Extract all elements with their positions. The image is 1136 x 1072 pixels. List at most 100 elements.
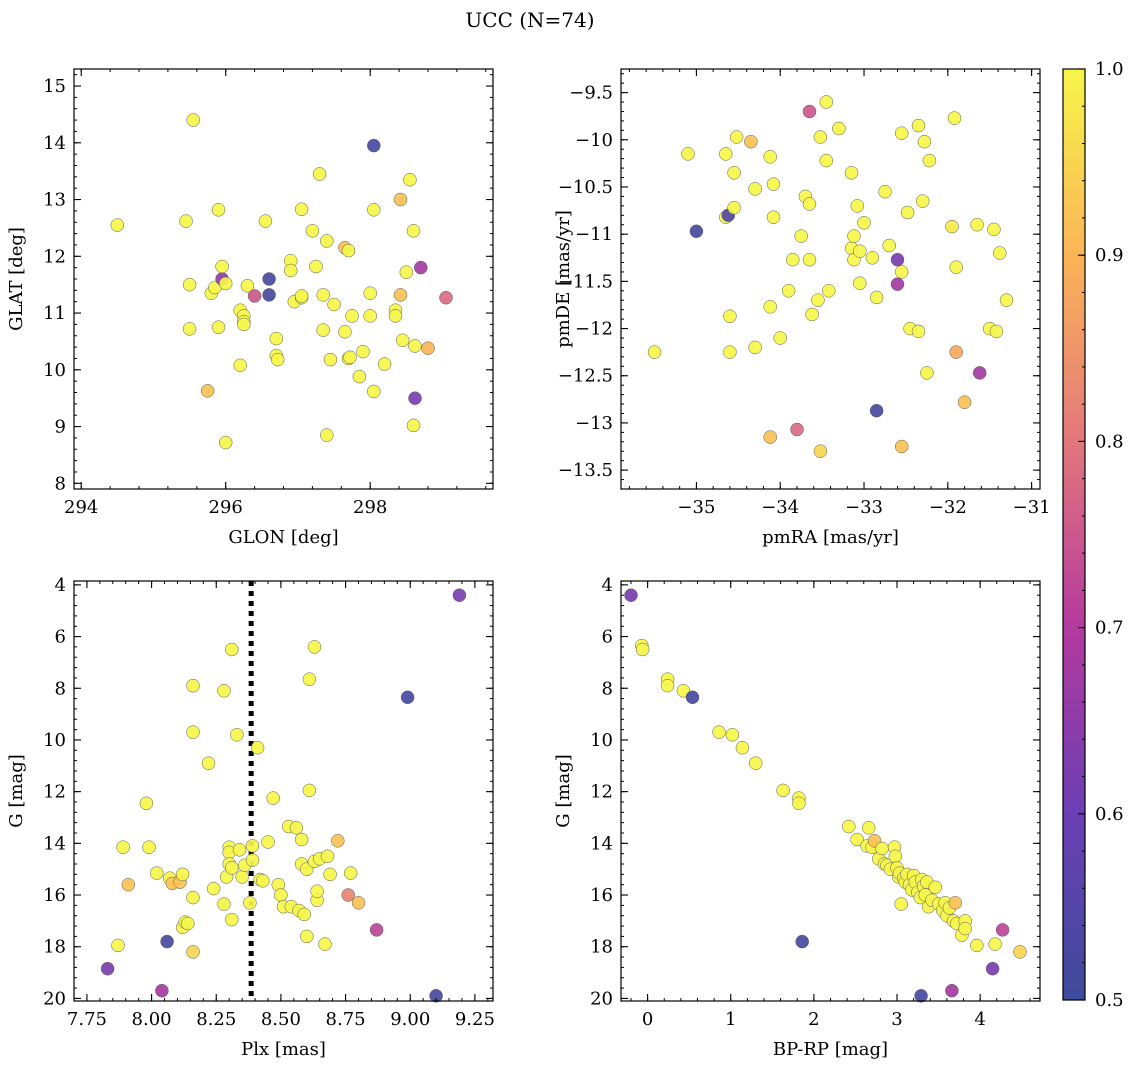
data-point (395, 333, 410, 348)
x-tick-label: 294 (64, 497, 98, 518)
data-point (388, 309, 403, 323)
data-point (857, 216, 871, 230)
axes-frame (620, 580, 1041, 1002)
data-point (217, 897, 231, 911)
data-point (748, 756, 763, 770)
data-point (269, 331, 284, 346)
y-tick-label: 8 (602, 678, 613, 699)
data-point (766, 177, 781, 191)
y-tick-label: 8 (55, 678, 66, 699)
data-point (894, 897, 908, 911)
data-point (245, 839, 260, 853)
data-point (727, 166, 741, 180)
y-tick-label: 4 (602, 575, 613, 596)
y-tick-label: 16 (590, 885, 613, 906)
data-point (218, 276, 233, 291)
x-tick-label: 9.25 (455, 1009, 495, 1030)
data-point (660, 678, 675, 693)
data-point (310, 884, 324, 898)
data-point (928, 880, 943, 895)
data-point (681, 147, 695, 161)
data-point (915, 194, 930, 208)
data-point (155, 983, 169, 998)
data-point (763, 150, 777, 164)
data-point (307, 640, 322, 654)
data-point (200, 384, 215, 398)
data-point (217, 684, 231, 698)
x-axis-label: pmRA [mas/yr] (762, 527, 899, 548)
data-point (393, 288, 408, 302)
data-point (811, 293, 825, 307)
data-point (685, 690, 700, 705)
data-point (250, 740, 265, 755)
data-point (861, 821, 876, 835)
x-axis-label: Plx [mas] (241, 1039, 326, 1060)
x-tick-label: 0 (642, 1009, 653, 1030)
data-point (318, 937, 332, 951)
data-point (869, 290, 884, 305)
data-point (414, 260, 428, 275)
data-point (320, 428, 334, 442)
data-point (343, 350, 357, 365)
data-point (320, 234, 334, 248)
x-tick-label: 298 (353, 497, 387, 518)
data-point (911, 324, 926, 339)
data-point (802, 252, 817, 267)
data-point (283, 263, 298, 278)
y-tick-label: 15 (43, 76, 66, 97)
data-point (624, 588, 638, 602)
x-tick-label: 1 (725, 1009, 736, 1030)
data-point (139, 796, 154, 811)
x-tick-label: 8.75 (326, 1009, 366, 1030)
data-point (367, 384, 381, 399)
data-point (363, 286, 377, 300)
data-point (744, 134, 758, 149)
data-point (844, 166, 859, 180)
data-point (948, 896, 962, 910)
data-point (729, 130, 744, 144)
data-point (439, 290, 453, 305)
data-point (970, 217, 984, 232)
data-point (256, 874, 270, 888)
data-point (776, 783, 790, 798)
data-point (725, 728, 740, 742)
data-point (763, 430, 777, 444)
data-point (142, 840, 156, 854)
data-point (723, 309, 737, 324)
data-point (949, 260, 963, 274)
axes-frame (620, 68, 1041, 490)
data-point (947, 111, 962, 125)
data-point (262, 272, 276, 286)
data-point (949, 345, 963, 359)
data-point (377, 357, 392, 371)
y-tick-label: −11.5 (558, 271, 613, 292)
data-point (795, 934, 809, 949)
colorbar-tick-label: 0.5 (1095, 990, 1124, 1011)
data-point (689, 224, 704, 239)
data-point (266, 791, 280, 805)
data-point (813, 130, 828, 144)
x-tick-label: 7.75 (67, 1009, 107, 1030)
data-point (312, 167, 327, 181)
data-point (218, 435, 233, 450)
data-point (243, 896, 257, 910)
data-point (182, 322, 197, 336)
data-point (352, 369, 367, 384)
data-point (403, 172, 417, 187)
data-point (958, 921, 972, 936)
data-point (985, 961, 1000, 976)
data-point (345, 309, 359, 323)
x-tick-label: −31 (1013, 497, 1051, 518)
y-axis-label: G [mag] (553, 754, 574, 827)
y-tick-label: 10 (43, 360, 66, 381)
data-point (305, 224, 320, 238)
data-point (920, 366, 934, 380)
data-point (988, 937, 1002, 951)
x-tick-label: 3 (891, 1009, 902, 1030)
y-tick-label: 13 (43, 190, 66, 211)
y-tick-label: 6 (602, 627, 613, 648)
data-point (712, 725, 726, 739)
data-point (258, 214, 273, 228)
data-point (888, 849, 903, 864)
